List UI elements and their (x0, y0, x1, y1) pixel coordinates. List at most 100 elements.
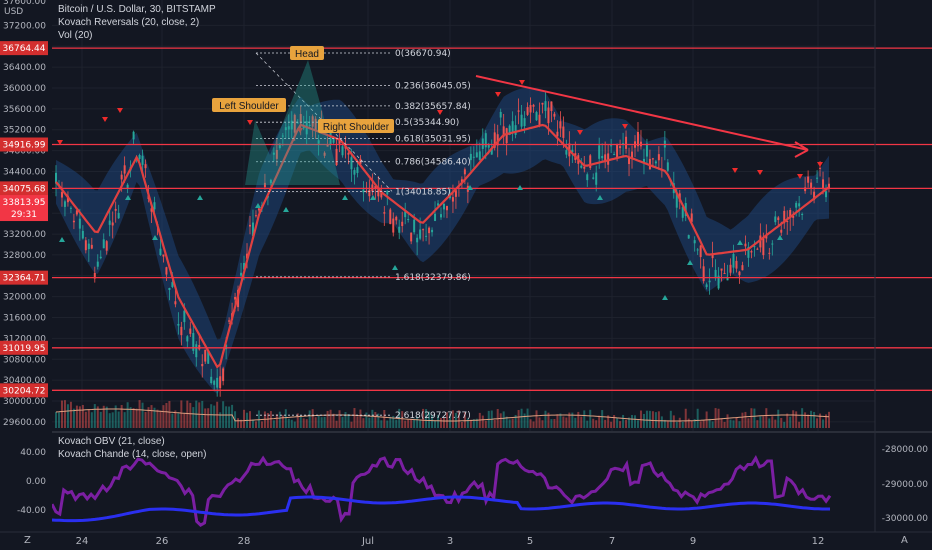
volume-bar (535, 410, 538, 428)
volume-bar (266, 413, 269, 428)
candle-body (222, 368, 225, 382)
volume-bar (553, 419, 556, 428)
candle-body (475, 152, 478, 158)
volume-bar (813, 411, 816, 428)
candle-body (123, 165, 126, 174)
reversal-up-marker (597, 195, 603, 200)
corner-label-left[interactable]: Z (24, 535, 31, 546)
candle-body (362, 189, 365, 193)
candle-body (451, 197, 454, 202)
left-axis-tick: 30000.00 (3, 397, 46, 407)
volume-bar (386, 420, 389, 428)
volume-bar (538, 417, 541, 428)
candle-body (675, 192, 678, 208)
candle-body (702, 266, 705, 282)
volume-bar (210, 404, 213, 428)
volume-bar (180, 400, 183, 428)
candle-body (741, 265, 744, 271)
volume-bar (451, 410, 454, 428)
date-axis[interactable]: 24 26 28 Jul 3 5 7 9 12 (0, 531, 932, 547)
candle-body (792, 215, 795, 218)
candle-body (207, 350, 210, 364)
corner-label-right[interactable]: A (901, 535, 908, 546)
volume-bar (622, 414, 625, 428)
trend-arrowhead (794, 141, 809, 158)
candle-body (254, 215, 257, 217)
volume-bar (610, 421, 613, 428)
candle-body (628, 157, 631, 165)
volume-bar (472, 419, 475, 428)
volume-bar (269, 411, 272, 428)
volume-bar (771, 416, 774, 428)
candle-body (302, 126, 305, 129)
candle-body (786, 221, 789, 223)
candle-body (171, 282, 174, 288)
volume-bar (75, 405, 78, 428)
candle-body (723, 272, 726, 274)
volume-bar (663, 419, 666, 428)
volume-bar (562, 416, 565, 428)
candle-body (138, 154, 141, 159)
hline-price-label: 36764.44 (3, 44, 46, 54)
volume-bar (493, 419, 496, 428)
candle-body (323, 152, 326, 156)
left-axis-tick: 30400.00 (3, 376, 46, 386)
volume-bar (523, 413, 526, 428)
candle-body (69, 207, 72, 209)
volume-bar (607, 415, 610, 428)
volume-bar (102, 405, 105, 428)
candle-body (559, 121, 562, 129)
candle-body (90, 244, 93, 249)
fib-level-label: 1(34018.85) (395, 187, 451, 197)
volume-bar (293, 421, 296, 428)
volume-bar (275, 414, 278, 428)
volume-bar (296, 413, 299, 428)
candle-body (180, 326, 183, 336)
volume-bar (63, 400, 66, 428)
volume-bar (401, 411, 404, 428)
candle-body (440, 214, 443, 218)
volume-bar (642, 413, 645, 428)
candle-body (631, 151, 634, 159)
candle-body (789, 209, 792, 219)
candle-body (114, 208, 117, 211)
last-price-label: 33813.95 (3, 198, 46, 208)
candle-body (84, 240, 87, 251)
volume-bar (508, 419, 511, 428)
volume-bar (547, 412, 550, 428)
volume-bar (147, 407, 150, 428)
candle-body (341, 146, 344, 156)
candle-body (144, 164, 147, 169)
volume-bar (72, 408, 75, 428)
reversal-up-marker (197, 195, 203, 200)
volume-bar (416, 416, 419, 428)
left-price-axis[interactable]: 37200.0036800.0036400.0036000.0035600.00… (0, 0, 52, 532)
candle-body (174, 301, 177, 305)
left-axis-tick: 31200.00 (3, 334, 46, 344)
volume-bar (144, 411, 147, 428)
volume-bar (687, 418, 690, 428)
candle-body (407, 218, 410, 220)
candle-body (651, 158, 654, 160)
candle-body (583, 167, 586, 169)
candle-body (619, 146, 622, 149)
pattern-label-right-shoulder-bg (318, 119, 394, 133)
volume-bar (568, 412, 571, 428)
volume-bar (377, 413, 380, 428)
hline-price-tag (0, 181, 48, 196)
candle-body (532, 104, 535, 107)
candle-body (541, 102, 544, 105)
candle-body (565, 150, 568, 155)
candle-body (607, 153, 610, 165)
volume-bar (108, 413, 111, 428)
pattern-label-head-bg (290, 46, 324, 60)
volume-bar (422, 408, 425, 428)
right-osc-axis[interactable]: -28000.00 -29000.00 -30000.00 (874, 0, 928, 532)
volume-bar (759, 416, 762, 428)
candle-body (177, 324, 180, 326)
volume-bar (69, 401, 72, 428)
volume-bar (789, 416, 792, 428)
volume-bar (204, 408, 207, 428)
volume-bar (801, 408, 804, 428)
